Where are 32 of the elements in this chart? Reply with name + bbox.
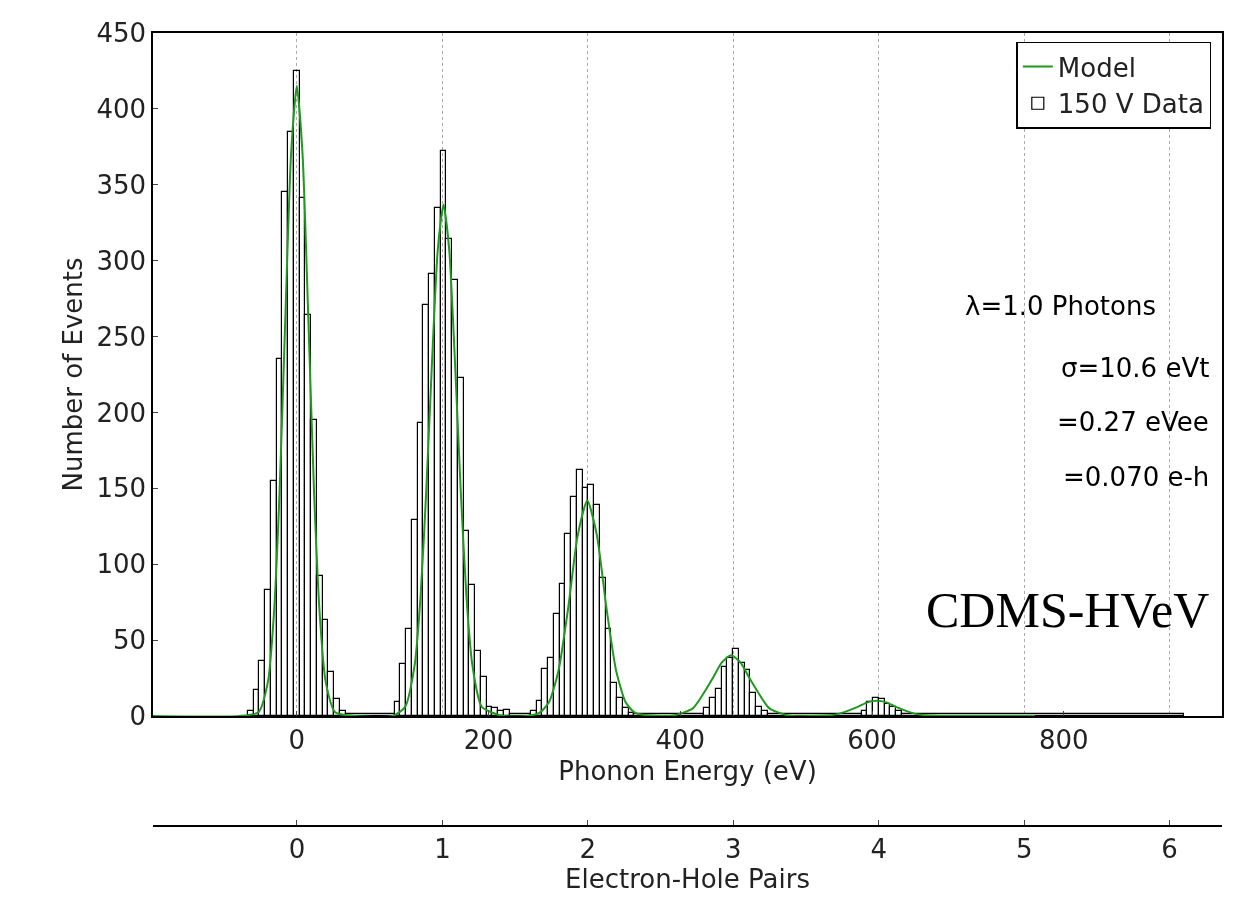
x2-tick-label: 2 (579, 833, 597, 864)
y-tick-label: 200 (96, 397, 147, 428)
y-tick-label: 300 (96, 245, 147, 276)
y-tick-label: 100 (96, 549, 147, 580)
x2-tick-label: 0 (288, 833, 306, 864)
annotation: =0.27 eVee (1057, 407, 1209, 437)
x-tick-label: 800 (1038, 724, 1089, 755)
y-tick-label: 400 (96, 93, 147, 124)
legend-label: Model (1057, 52, 1136, 83)
y-axis-title: Number of Events (58, 257, 89, 492)
annotation: =0.070 e-h (1063, 462, 1210, 492)
annotation: CDMS-HVeV (926, 582, 1210, 638)
y-tick-label: 50 (112, 625, 147, 656)
y-tick-label: 150 (96, 473, 147, 504)
y-tick-label: 0 (129, 701, 147, 732)
x2-axis-title: Electron-Hole Pairs (565, 863, 810, 894)
y-tick-label: 250 (96, 321, 147, 352)
y-tick-label: 350 (96, 169, 147, 200)
annotation: σ=10.6 eVt (1061, 353, 1210, 383)
x2-tick-label: 4 (870, 833, 888, 864)
x-tick-label: 600 (847, 724, 897, 755)
x-tick-label: 400 (655, 724, 706, 755)
x-tick-label: 0 (288, 724, 306, 755)
legend-label: 150 V Data (1057, 89, 1204, 120)
x-tick-label: 200 (463, 724, 514, 755)
y-tick-label: 450 (96, 18, 147, 49)
x2-tick-label: 6 (1161, 833, 1178, 864)
x2-tick-label: 1 (434, 833, 451, 864)
annotation: λ=1.0 Photons (965, 291, 1156, 321)
x2-tick-label: 5 (1015, 833, 1033, 864)
x2-tick-label: 3 (725, 833, 742, 864)
x-axis-title: Phonon Energy (eV) (558, 756, 817, 787)
